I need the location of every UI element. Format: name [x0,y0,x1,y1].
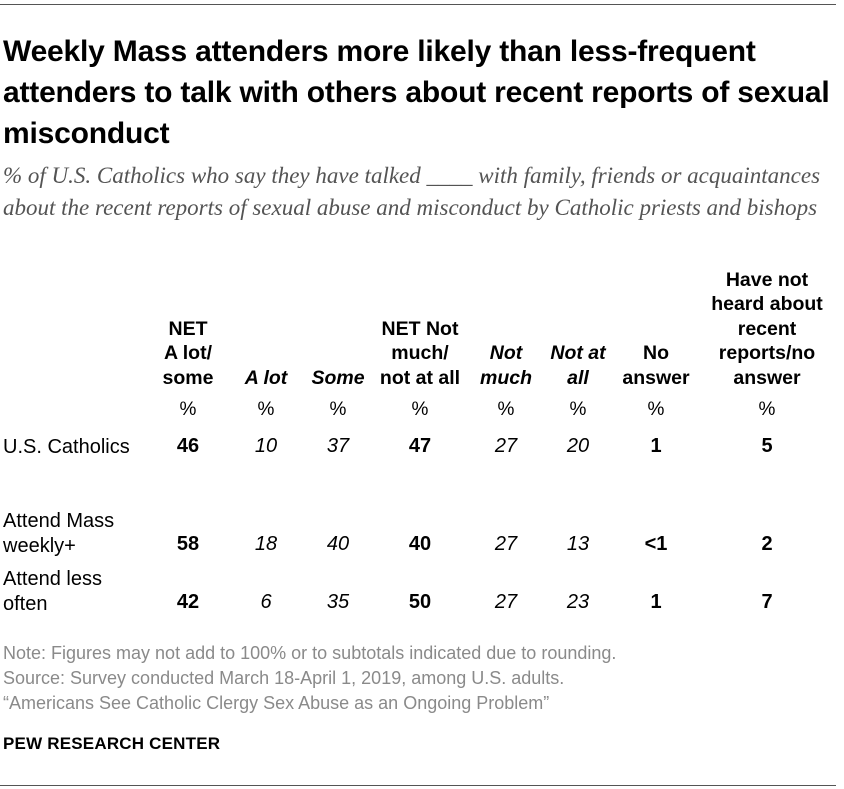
column-header-line: not at all [379,366,461,389]
row-label-line: often [3,592,48,615]
cell-some: 35 [326,591,350,613]
unit-label-not_at_all: % [569,399,587,420]
cell-not_at_all: 23 [566,591,590,613]
cell-net_notmuch_notatall: 40 [408,533,432,555]
column-header-line: much [479,366,532,389]
notes: Note: Figures may not add to 100% or to … [3,641,616,716]
column-header-line: A lot [244,366,288,389]
cell-a_lot: 6 [260,591,272,613]
column-header-line: some [162,366,214,389]
cell-some: 37 [326,435,350,457]
column-header-line: No [643,342,669,364]
row-label: Attend Mass weekly+ [3,509,114,558]
cell-a_lot: 18 [254,533,278,555]
column-header-line: NET [168,317,208,340]
cell-net_notmuch_notatall: 47 [408,435,432,457]
bottom-rule [0,785,836,786]
cell-not_heard: 2 [761,533,773,555]
column-header-net_notmuch_notatall: NET Not much/not at all [365,260,475,390]
note-report-title: “Americans See Catholic Clergy Sex Abuse… [3,693,550,713]
top-rule [0,4,836,5]
row-label-line: U.S. Catholics [3,436,130,458]
column-header-line: recent [737,317,797,340]
unit-label-no_answer: % [647,399,665,420]
column-header-not_at_all: Not at all [538,260,618,390]
cell-not_heard: 7 [761,591,773,613]
unit-label-net_alot_some: % [179,399,197,420]
column-header-net_alot_some: NET A lot/some [143,260,233,390]
column-header-line: answer [622,366,690,389]
column-header-line: NET Not [381,317,459,340]
column-header-a_lot: A lot [231,260,301,390]
column-header-line: reports/no [718,342,816,364]
unit-label-not_heard: % [758,399,776,420]
cell-not_much: 27 [494,591,518,613]
unit-label-some: % [329,399,347,420]
column-header-line: much/ [391,342,449,364]
column-header-line: Not [489,342,523,364]
cell-some: 40 [326,533,350,555]
chart-subtitle: % of U.S. Catholics who say they have ta… [3,163,821,220]
column-header-some: Some [303,260,373,390]
cell-no_answer: <1 [644,533,668,555]
row-label: Attend less often [3,567,102,616]
row-label-line: Attend Mass [3,510,115,532]
cell-no_answer: 1 [650,435,662,457]
column-header-not_much: Not much [471,260,541,390]
cell-not_much: 27 [494,533,518,555]
unit-label-not_much: % [497,399,515,420]
note-rounding: Note: Figures may not add to 100% or to … [3,643,617,663]
column-header-line: all [567,366,589,389]
column-header-line: heard about [711,293,823,315]
cell-not_heard: 5 [761,435,773,457]
cell-net_alot_some: 42 [176,591,200,613]
cell-not_at_all: 13 [566,533,590,555]
row-label-line: Attend less [3,568,102,590]
cell-no_answer: 1 [650,591,662,613]
cell-not_much: 27 [494,435,518,457]
unit-label-net_notmuch_notatall: % [411,399,429,420]
cell-not_at_all: 20 [566,435,590,457]
row-label: U.S. Catholics [3,435,130,460]
chart-title: Weekly Mass attenders more likely than l… [3,35,830,150]
column-header-line: Have not [725,268,809,291]
cell-net_notmuch_notatall: 50 [408,591,432,613]
cell-net_alot_some: 58 [176,533,200,555]
unit-label-a_lot: % [257,399,275,420]
column-header-line: Some [311,366,365,389]
cell-net_alot_some: 46 [176,435,200,457]
column-header-no_answer: No answer [611,260,701,390]
note-source: Source: Survey conducted March 18-April … [3,668,565,688]
column-header-line: Not at [550,342,606,364]
column-header-not_heard: Have not heard about recent reports/no answe… [697,260,837,390]
cell-a_lot: 10 [254,435,278,457]
column-header-line: A lot/ [163,342,213,364]
brand-logo-text: PEW RESEARCH CENTER [3,734,221,753]
row-label-line: weekly+ [3,534,76,557]
column-header-line: answer [733,366,801,389]
